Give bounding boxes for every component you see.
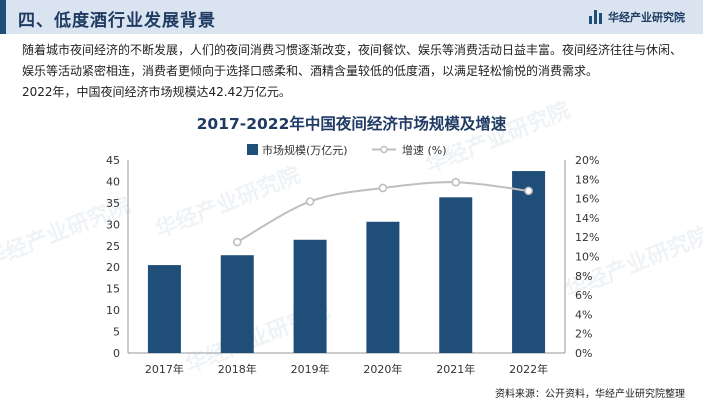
y-left-tick-label: 0 [113, 347, 120, 360]
source-note: 资料来源：公开资料，华经产业研究院整理 [495, 389, 685, 400]
y-right-tick-label: 8% [575, 270, 592, 283]
bar [512, 171, 546, 353]
growth-point [451, 177, 461, 187]
y-right-tick-label: 20% [575, 154, 599, 167]
y-right-tick-label: 10% [575, 251, 599, 264]
bar [439, 197, 473, 353]
legend-line-label: 增速 (%) [402, 143, 447, 157]
bar [220, 255, 254, 353]
y-left-tick-label: 5 [113, 326, 120, 339]
growth-point [305, 197, 315, 206]
y-right-tick-label: 6% [575, 289, 592, 302]
y-right-tick-label: 16% [575, 193, 599, 206]
intro-paragraph-1: 随着城市夜间经济的不断发展，人们的夜间消费习惯逐渐改变，夜间餐饮、娱乐等消费活动… [22, 43, 683, 78]
y-right-tick-label: 2% [575, 328, 592, 341]
y-left-tick-label: 15 [106, 283, 120, 296]
x-tick-label: 2020年 [363, 362, 402, 376]
header-accent-bar [0, 0, 6, 34]
x-tick-label: 2021年 [436, 362, 475, 376]
x-tick-label: 2017年 [145, 362, 184, 376]
y-left-tick-label: 35 [106, 197, 120, 210]
intro-text: 随着城市夜间经济的不断发展，人们的夜间消费习惯逐渐改变，夜间餐饮、娱乐等消费活动… [22, 40, 687, 103]
chart-title: 2017-2022年中国夜间经济市场规模及增速 [196, 115, 507, 133]
y-right-tick-label: 14% [575, 212, 599, 225]
brand: 华经产业研究院 [589, 9, 685, 25]
brand-logo-icon [589, 10, 603, 24]
y-left-tick-label: 30 [106, 218, 120, 231]
y-left-tick-label: 40 [106, 175, 120, 188]
y-right-tick-label: 4% [575, 308, 592, 321]
bar [293, 239, 327, 353]
legend-bar-swatch [247, 144, 258, 155]
y-left-tick-label: 45 [106, 154, 120, 167]
section-header: 四、低度酒行业发展背景 华经产业研究院 [0, 0, 703, 34]
growth-point [378, 183, 388, 193]
y-left-tick-label: 20 [106, 261, 120, 274]
y-right-tick-label: 0% [575, 347, 592, 360]
section-title: 四、低度酒行业发展背景 [18, 11, 216, 31]
legend-bar-label: 市场规模(万亿元) [262, 143, 348, 157]
y-left-tick-label: 25 [106, 240, 120, 253]
brand-name: 华经产业研究院 [608, 11, 685, 24]
x-tick-label: 2018年 [218, 362, 257, 376]
x-tick-label: 2019年 [291, 362, 330, 376]
x-tick-label: 2022年 [509, 362, 548, 376]
y-right-tick-label: 12% [575, 231, 599, 244]
intro-paragraph-2: 2022年，中国夜间经济市场规模达42.42万亿元。 [22, 85, 291, 99]
growth-point [232, 237, 242, 247]
bar [366, 221, 400, 353]
legend-line-marker [380, 145, 388, 154]
y-left-tick-label: 10 [106, 304, 120, 317]
growth-point [524, 186, 533, 196]
y-right-tick-label: 18% [575, 173, 599, 186]
bar [147, 265, 181, 353]
